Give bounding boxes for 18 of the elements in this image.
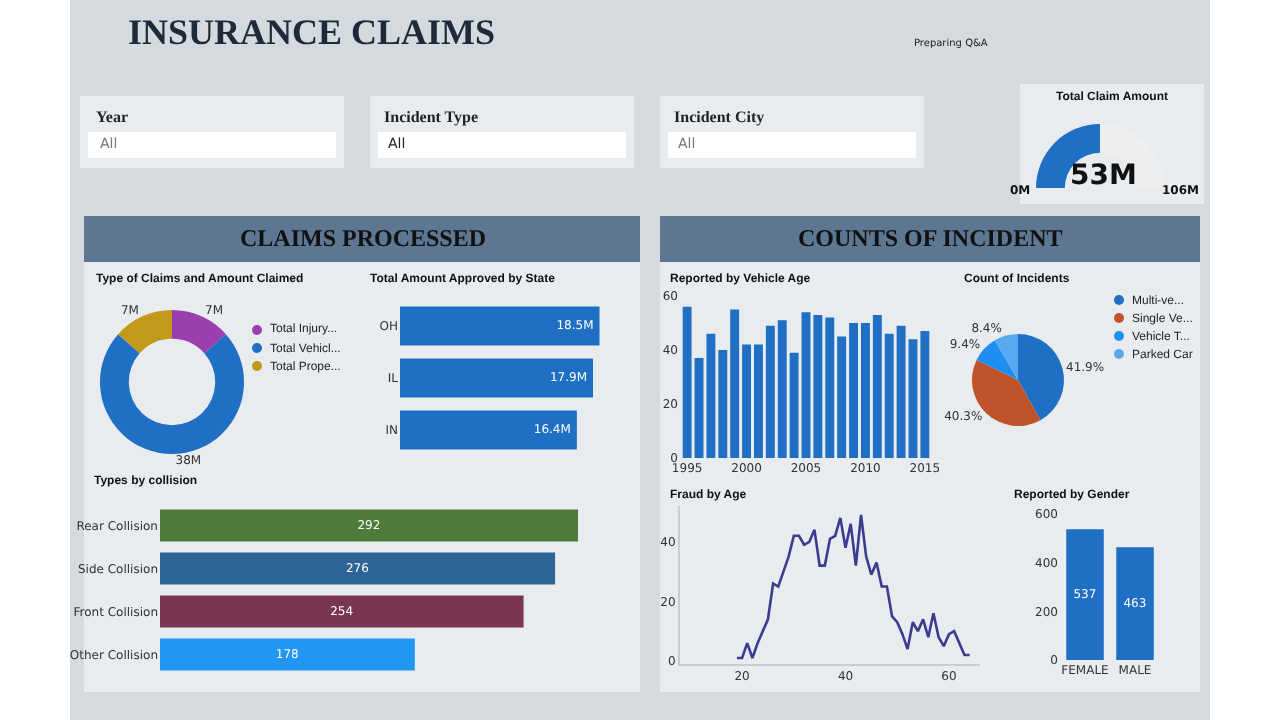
pie-slice bbox=[1018, 334, 1064, 421]
text: 53M bbox=[1070, 160, 1137, 192]
bar bbox=[160, 509, 578, 542]
pie-slice bbox=[976, 340, 1018, 380]
donut-slice bbox=[100, 334, 244, 454]
donut-slice bbox=[118, 310, 172, 354]
bar bbox=[160, 552, 556, 585]
pie-slice bbox=[994, 334, 1018, 380]
line-series bbox=[735, 513, 971, 660]
text: COUNTS OF INCIDENT bbox=[798, 224, 1063, 252]
text: Incident Type bbox=[384, 108, 479, 126]
bar bbox=[160, 595, 524, 628]
bar bbox=[160, 638, 415, 671]
text: INSURANCE CLAIMS bbox=[128, 12, 496, 52]
text: CLAIMS PROCESSED bbox=[240, 224, 487, 252]
donut-slice bbox=[172, 310, 226, 354]
text: Year bbox=[96, 108, 129, 126]
text: Incident City bbox=[674, 108, 765, 126]
